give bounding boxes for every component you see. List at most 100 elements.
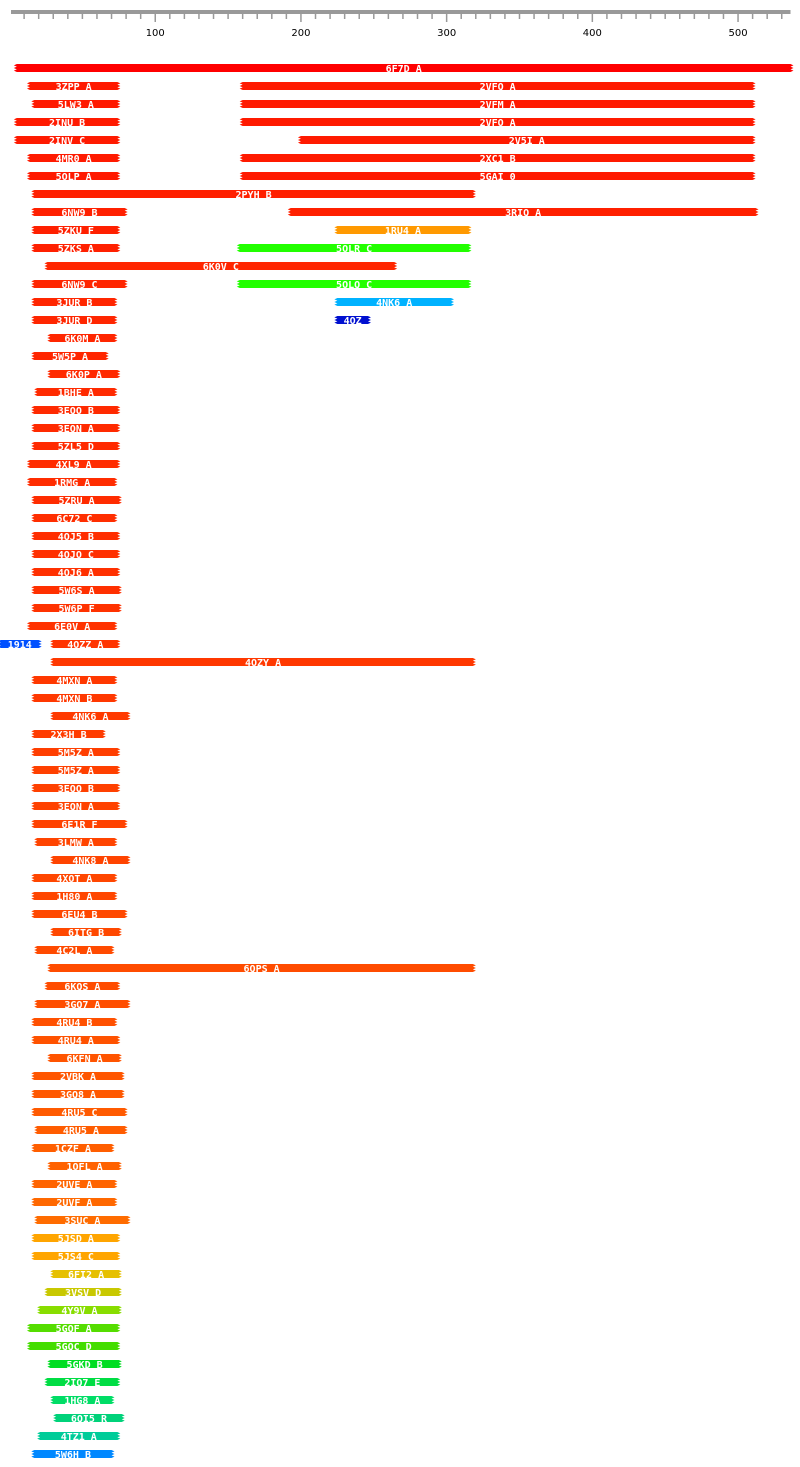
hit-bar[interactable]: 5GAI_0 xyxy=(239,172,756,183)
hit-bar[interactable]: 6NW9_B xyxy=(31,208,128,219)
hit-bar[interactable]: 4RU5_A xyxy=(34,1126,128,1137)
hit-bar[interactable]: 4MR0_A xyxy=(26,154,121,165)
hit-bar[interactable]: 5W6H_B xyxy=(31,1450,115,1461)
hit-bar[interactable]: 3GQ8_A xyxy=(31,1090,125,1101)
hit-bar[interactable]: 6C72_C xyxy=(31,514,118,525)
hit-bar[interactable]: 4RU4_A xyxy=(31,1036,121,1047)
hit-bar[interactable]: 6K0V_C xyxy=(44,262,398,273)
hit-bar[interactable]: 6K0M_A xyxy=(47,334,118,345)
hit-bar[interactable]: 4NK6_A xyxy=(334,298,455,309)
hit-bar[interactable]: 5GKD_B xyxy=(47,1360,122,1371)
hit-bar[interactable]: 5ZKU_F xyxy=(31,226,121,237)
hit-label: 6KQS_A xyxy=(64,982,100,993)
hit-bar[interactable]: 5M5Z_A xyxy=(31,748,121,759)
hit-bar[interactable]: 6K0P_A xyxy=(47,370,121,381)
hit-bar[interactable]: 2UVF_A xyxy=(31,1198,118,1209)
hit-bar[interactable]: 3JUR_D xyxy=(31,316,118,327)
hit-bar[interactable]: 4MXN_B xyxy=(31,694,118,705)
hit-bar[interactable]: 4RU4_B xyxy=(31,1018,118,1029)
hit-bar[interactable]: 2PYH_B xyxy=(31,190,476,201)
hit-bar[interactable]: 5M5Z_A xyxy=(31,766,121,777)
hit-bar[interactable]: 4NK8_A xyxy=(50,856,131,867)
hit-bar[interactable]: 1CZF_A xyxy=(31,1144,115,1155)
hit-bar[interactable]: 3EQO_B xyxy=(31,406,121,417)
hit-bar[interactable]: 1BHE_A xyxy=(34,388,118,399)
hit-bar[interactable]: 5GQC_D xyxy=(26,1342,121,1353)
hit-bar[interactable]: 5W5P_A xyxy=(31,352,109,363)
hit-bar[interactable]: 4XL9_A xyxy=(26,460,121,471)
hit-bar[interactable]: 1H80_A xyxy=(31,892,118,903)
hit-bar[interactable]: 4XOT_A xyxy=(31,874,118,885)
hit-bar[interactable]: 5OLP_A xyxy=(26,172,121,183)
hit-bar[interactable]: 2X3H_B xyxy=(31,730,106,741)
hit-bar-shape xyxy=(31,604,122,612)
hit-bar[interactable]: 4OJ5_B xyxy=(31,532,121,543)
hit-bar[interactable]: 4MXN_A xyxy=(31,676,118,687)
hit-bar[interactable]: 1914 xyxy=(0,640,42,651)
hit-bar-shape xyxy=(31,1018,118,1026)
hit-bar[interactable]: 5OLR_C xyxy=(236,244,472,255)
hit-label: 4NK8_A xyxy=(72,856,108,867)
hit-bar[interactable]: 2VFM_A xyxy=(239,100,756,111)
hit-bar[interactable]: 2XC1_B xyxy=(239,154,756,165)
hit-bar[interactable]: 2INU_B xyxy=(13,118,121,129)
hit-bar[interactable]: 4TZ1_A xyxy=(37,1432,121,1443)
hit-bar[interactable]: 5W6P_F xyxy=(31,604,122,615)
hit-bar[interactable]: 4Y9V_A xyxy=(37,1306,122,1317)
hit-bar[interactable]: 5ZRU_A xyxy=(31,496,122,507)
hit-bar[interactable]: 4OJ6_A xyxy=(31,568,121,579)
hit-bar[interactable]: 6EU4_B xyxy=(31,910,128,921)
hit-bar[interactable]: 4C2L_A xyxy=(34,946,115,957)
hit-bar[interactable]: 3EQN_A xyxy=(31,424,121,435)
hit-bar[interactable]: 2INV_C xyxy=(13,136,121,147)
hit-bar[interactable]: 3GQ7_A xyxy=(34,1000,131,1011)
hit-bar[interactable]: 6E1R_F xyxy=(31,820,128,831)
hit-bar[interactable]: 4OJO_C xyxy=(31,550,121,561)
hit-bar[interactable]: 4OZZ_A xyxy=(50,640,121,651)
hit-bar[interactable]: 2VBK_A xyxy=(31,1072,125,1083)
hit-bar[interactable]: 2VFQ_A xyxy=(239,82,756,93)
hit-label: 5LW3_A xyxy=(58,100,94,111)
hit-bar[interactable]: 4OZ xyxy=(334,316,371,327)
hit-bar[interactable]: 3RIQ_A xyxy=(287,208,759,219)
hit-bar[interactable]: 6QI5_R xyxy=(53,1414,125,1425)
hit-bar[interactable]: 3EQN_A xyxy=(31,802,121,813)
hit-bar[interactable]: 1RMG_A xyxy=(26,478,118,489)
hit-label: 4Y9V_A xyxy=(61,1306,97,1317)
hit-bar[interactable]: 5ZKS_A xyxy=(31,244,121,255)
hit-bar[interactable]: 1OFL_A xyxy=(47,1162,122,1173)
hit-bar[interactable]: 6F7D_A xyxy=(13,64,794,75)
hit-bar[interactable]: 6KFN_A xyxy=(47,1054,122,1065)
hit-bar[interactable]: 4RU5_C xyxy=(31,1108,128,1119)
hit-bar[interactable]: 2IQ7_E xyxy=(44,1378,121,1389)
hit-bar[interactable]: 6FI2_A xyxy=(50,1270,122,1281)
hit-bar[interactable]: 3SUC_A xyxy=(34,1216,131,1227)
hit-bar[interactable]: 5JS4_C xyxy=(31,1252,121,1263)
hit-bar[interactable]: 5LW3_A xyxy=(31,100,121,111)
hit-bar[interactable]: 6ITG_B xyxy=(50,928,122,939)
hit-bar[interactable]: 4NK6_A xyxy=(50,712,131,723)
hit-bar[interactable]: 5GQF_A xyxy=(26,1324,121,1335)
hit-bar[interactable]: 2V5I_A xyxy=(297,136,756,147)
hit-bar[interactable]: 3LMW_A xyxy=(34,838,118,849)
hit-bar[interactable]: 1HG8_A xyxy=(50,1396,115,1407)
hit-bar[interactable]: 3VSV_D xyxy=(44,1288,122,1299)
hit-bar[interactable]: 6QPS_A xyxy=(47,964,476,975)
hit-bar[interactable]: 3EQO_B xyxy=(31,784,121,795)
hit-bar[interactable]: 2UVE_A xyxy=(31,1180,118,1191)
hit-label: 5OLR_C xyxy=(336,244,372,255)
hit-bar[interactable]: 5OLQ_C xyxy=(236,280,472,291)
hit-bar[interactable]: 4OZY_A xyxy=(50,658,476,669)
hit-bar[interactable]: 5JSD_A xyxy=(31,1234,121,1245)
hit-bar[interactable]: 2VFO_A xyxy=(239,118,756,129)
hit-bar[interactable]: 5W6S_A xyxy=(31,586,122,597)
hit-bar[interactable]: 6NW9_C xyxy=(31,280,128,291)
hit-bar-shape xyxy=(31,1198,118,1206)
hit-bar[interactable]: 6E0V_A xyxy=(26,622,118,633)
hit-label: 5OLP_A xyxy=(56,172,92,183)
hit-bar[interactable]: 3JUR_B xyxy=(31,298,118,309)
hit-bar[interactable]: 6KQS_A xyxy=(44,982,121,993)
hit-bar[interactable]: 1RU4_A xyxy=(334,226,472,237)
hit-bar[interactable]: 5ZL5_D xyxy=(31,442,121,453)
hit-bar[interactable]: 3ZPP_A xyxy=(26,82,121,93)
